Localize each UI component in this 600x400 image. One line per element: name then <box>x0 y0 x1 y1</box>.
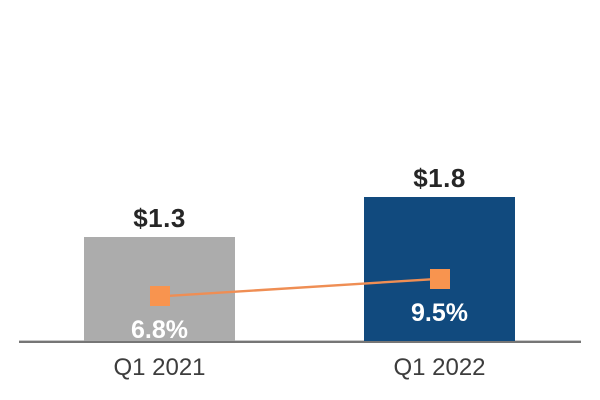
line-marker <box>429 268 450 289</box>
x-axis-line <box>19 340 581 343</box>
x-axis-label: Q1 2021 <box>113 354 206 381</box>
x-axis-label: Q1 2022 <box>393 354 486 381</box>
bar-value-label: $1.3 <box>133 203 186 233</box>
line-value-label: 9.5% <box>411 298 468 327</box>
line-value-label: 6.8% <box>131 316 188 345</box>
line-marker <box>149 286 170 307</box>
bar-value-label: $1.8 <box>413 163 466 193</box>
